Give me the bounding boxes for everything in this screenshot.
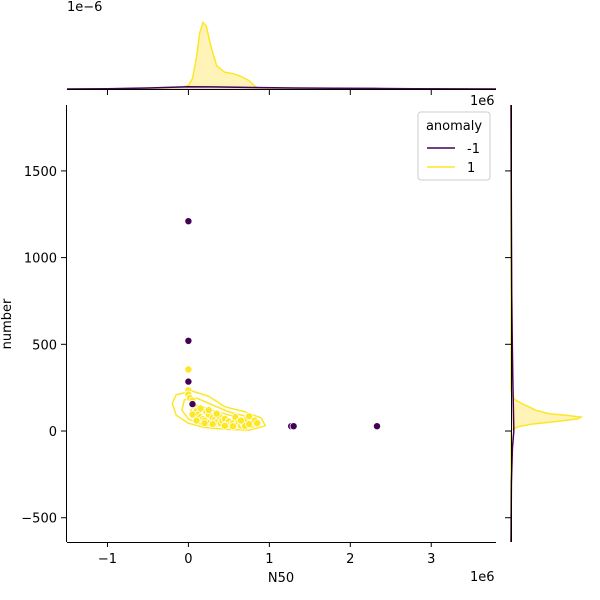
- y-axis-ticks: −500 0 500 1000 1500: [21, 165, 67, 527]
- y-tick-label: 1000: [24, 252, 57, 267]
- scatter-point: [208, 420, 217, 429]
- y-tick-label: 0: [49, 425, 57, 440]
- joint-axes: −1 0 1 2 3 −500 0 500 1000 1500 N50 number 1e6: [0, 105, 496, 586]
- top-marginal-ticks: [106, 89, 432, 95]
- scatter-point: [188, 410, 197, 419]
- x-axis-ticks: −1 0 1 2 3: [98, 542, 435, 567]
- scatter-point: [372, 422, 381, 431]
- scatter-point: [289, 422, 298, 431]
- top-marginal-offset-label: 1e−6: [67, 0, 102, 15]
- right-marginal-axes: 1e6: [470, 94, 584, 543]
- top-kde-fill-pos: [67, 22, 496, 89]
- scatter-point: [228, 422, 237, 431]
- x-axis-offset-label: 1e6: [470, 570, 495, 585]
- x-tick-label: −1: [98, 552, 117, 567]
- scatter-point: [204, 406, 213, 415]
- legend-label-pos: 1: [467, 161, 475, 176]
- scatter-point: [184, 365, 193, 374]
- y-tick-label: 1500: [24, 165, 57, 180]
- x-tick-label: 3: [427, 552, 435, 567]
- scatter-point: [200, 419, 209, 428]
- scatter-point: [220, 421, 229, 430]
- x-tick-label: 1: [265, 552, 273, 567]
- top-kde-line-neg: [66, 86, 497, 90]
- legend-label-neg: -1: [467, 142, 480, 157]
- right-marginal-ticks: [505, 170, 511, 519]
- x-tick-label: 2: [346, 552, 354, 567]
- scatter-point: [212, 409, 221, 418]
- right-marginal-kde: [510, 104, 584, 543]
- scatter-points: [184, 217, 381, 431]
- top-marginal-axes: 1e−6: [66, 0, 497, 95]
- x-axis-label: N50: [268, 571, 294, 586]
- right-kde-line-pos: [510, 105, 584, 542]
- scatter-point: [192, 416, 201, 425]
- y-tick-label: −500: [21, 512, 57, 527]
- scatter-point: [245, 420, 254, 429]
- scatter-point: [188, 400, 197, 409]
- y-axis-label: number: [0, 298, 15, 349]
- y-tick-label: 500: [32, 338, 57, 353]
- right-kde-fill-pos: [511, 105, 581, 542]
- legend-title: anomaly: [426, 119, 482, 134]
- legend-frame: [417, 111, 491, 181]
- top-kde-line-pos: [67, 21, 496, 90]
- scatter-point: [245, 412, 254, 421]
- x-tick-label: 0: [184, 552, 192, 567]
- scatter-point: [253, 419, 262, 428]
- scatter-point: [184, 377, 193, 386]
- scatter-point: [236, 416, 245, 425]
- kde-contour: [171, 390, 267, 431]
- top-marginal-kde: [66, 21, 497, 90]
- scatter-point: [184, 336, 193, 345]
- scatter-point: [184, 217, 193, 226]
- scatter-point: [196, 404, 205, 413]
- right-marginal-offset-label: 1e6: [470, 94, 495, 109]
- legend: anomaly -1 1: [417, 111, 491, 181]
